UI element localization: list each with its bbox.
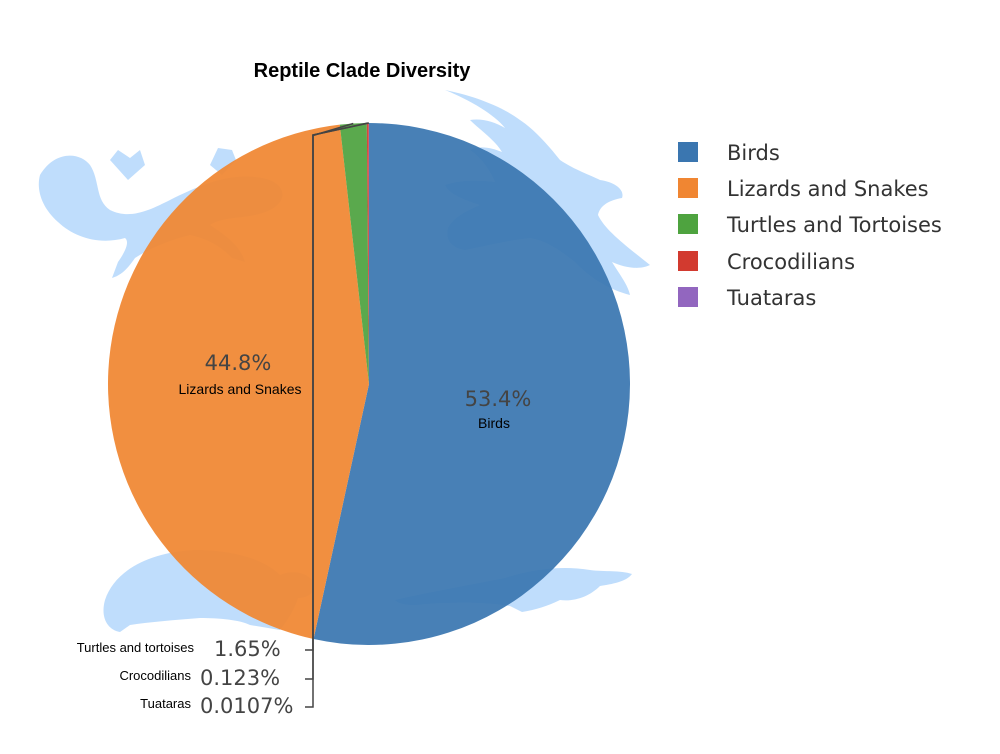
legend-swatch-lizards[interactable]: [678, 178, 698, 198]
name-label-lizards: Lizards and Snakes: [179, 381, 302, 397]
legend-swatch-crocodilians[interactable]: [678, 251, 698, 271]
outside-name-crocodilians: Crocodilians: [119, 668, 191, 683]
pie-slice-turtles[interactable]: [339, 123, 369, 384]
bird-silhouette-icon: [445, 90, 650, 295]
legend-label-turtles[interactable]: Turtles and Tortoises: [726, 213, 942, 237]
pie-slice-crocodilians[interactable]: [366, 123, 369, 384]
leader-line-tuataras: [305, 122, 370, 708]
legend-label-tuataras[interactable]: Tuataras: [726, 286, 816, 310]
chart-title: Reptile Clade Diversity: [254, 60, 472, 82]
pct-label-birds: 53.4%: [465, 387, 532, 411]
legend-label-lizards[interactable]: Lizards and Snakes: [727, 177, 929, 201]
legend-swatch-tuataras[interactable]: [678, 287, 698, 307]
legend-label-birds[interactable]: Birds: [727, 141, 780, 165]
outside-name-turtles: Turtles and tortoises: [77, 640, 195, 655]
outside-pct-tuataras: 0.0107%: [200, 694, 293, 718]
outside-name-tuataras: Tuataras: [140, 696, 191, 711]
outside-pct-crocodilians: 0.123%: [200, 666, 280, 690]
name-label-birds: Birds: [478, 415, 510, 431]
pie-slice-lizards[interactable]: [108, 124, 369, 640]
legend-swatch-turtles[interactable]: [678, 214, 698, 234]
legend-swatch-birds[interactable]: [678, 142, 698, 162]
pie-slice-birds[interactable]: [313, 123, 631, 646]
outside-pct-turtles: 1.65%: [214, 637, 281, 661]
pct-label-lizards: 44.8%: [205, 351, 272, 375]
legend-label-crocodilians[interactable]: Crocodilians: [727, 250, 855, 274]
legend: Birds Lizards and Snakes Turtles and Tor…: [678, 141, 942, 310]
